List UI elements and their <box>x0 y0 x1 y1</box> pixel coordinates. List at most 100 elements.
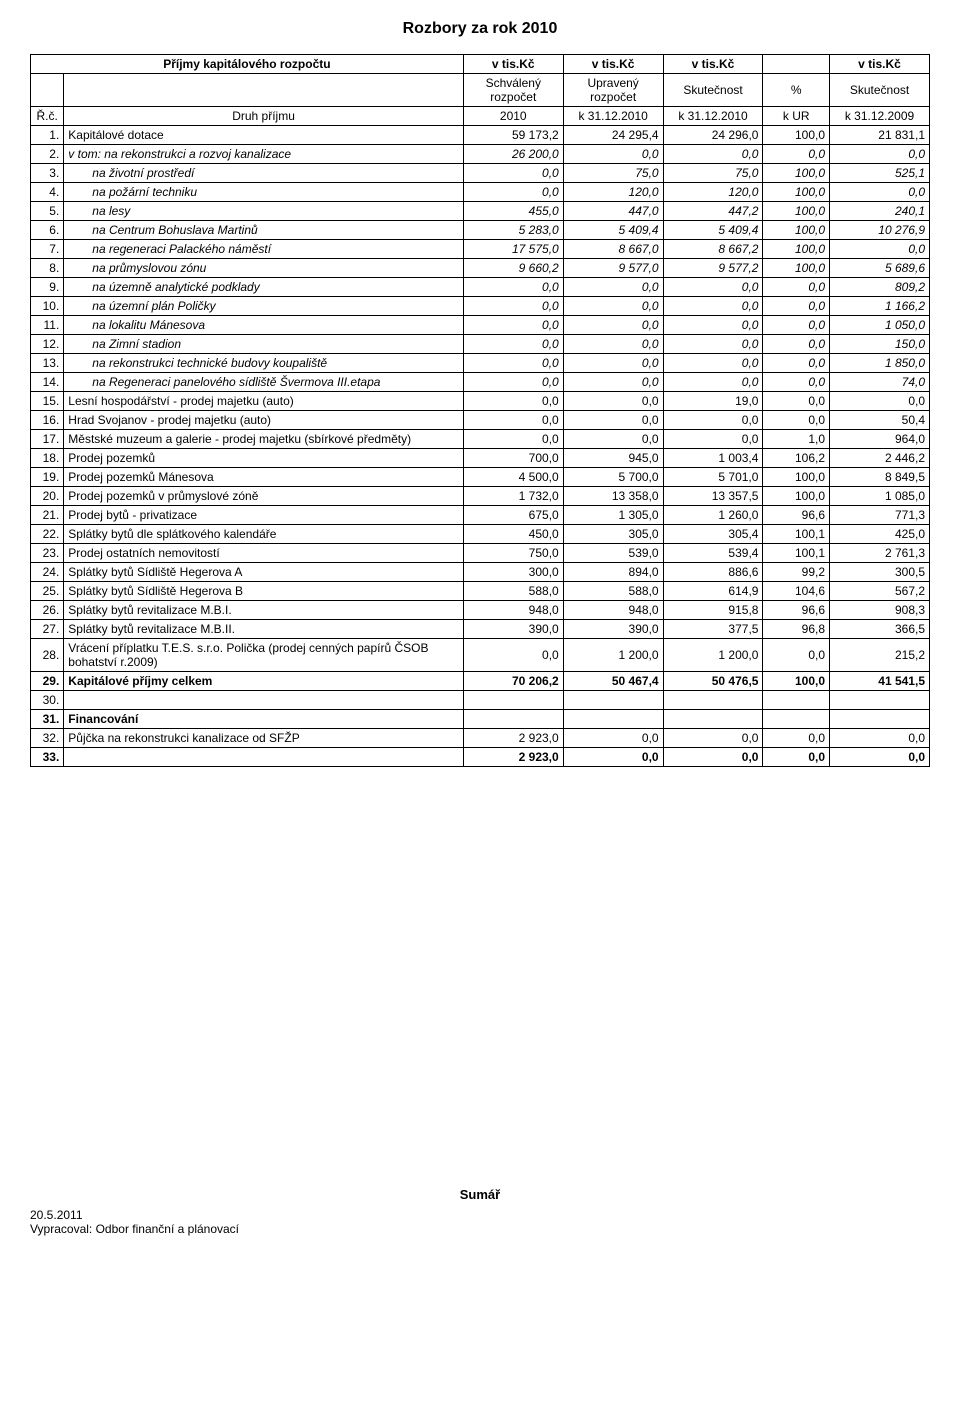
row-value: 0,0 <box>663 729 763 748</box>
table-row: 3.na životní prostředí0,075,075,0100,052… <box>31 164 930 183</box>
row-value: 2 446,2 <box>830 449 930 468</box>
header-sub-c5: Skutečnost <box>830 74 930 107</box>
row-number: 32. <box>31 729 64 748</box>
row-value: 0,0 <box>663 145 763 164</box>
footer-author: Vypracoval: Odbor finanční a plánovací <box>30 1222 930 1236</box>
table-row: 25.Splátky bytů Sídliště Hegerova B588,0… <box>31 582 930 601</box>
row-value: 675,0 <box>463 506 563 525</box>
row-value: 0,0 <box>463 335 563 354</box>
row-value: 50,4 <box>830 411 930 430</box>
row-value: 0,0 <box>563 430 663 449</box>
table-row: 32.Půjčka na rekonstrukci kanalizace od … <box>31 729 930 748</box>
row-value: 425,0 <box>830 525 930 544</box>
row-value: 0,0 <box>663 354 763 373</box>
header-c3: v tis.Kč <box>663 55 763 74</box>
row-number: 1. <box>31 126 64 145</box>
row-value: 0,0 <box>563 278 663 297</box>
row-value: 750,0 <box>463 544 563 563</box>
row-value: 120,0 <box>563 183 663 202</box>
row-value <box>563 691 663 710</box>
row-value: 1 200,0 <box>563 639 663 672</box>
row-label: na územní plán Poličky <box>64 297 464 316</box>
footer-sumar: Sumář <box>30 1187 930 1202</box>
row-value: 0,0 <box>763 335 830 354</box>
row-value: 100,1 <box>763 525 830 544</box>
row-value: 0,0 <box>463 411 563 430</box>
row-value: 908,3 <box>830 601 930 620</box>
row-number: 4. <box>31 183 64 202</box>
row-label: Hrad Svojanov - prodej majetku (auto) <box>64 411 464 430</box>
row-value: 26 200,0 <box>463 145 563 164</box>
row-value: 106,2 <box>763 449 830 468</box>
table-row: 14.na Regeneraci panelového sídliště Šve… <box>31 373 930 392</box>
row-number: 14. <box>31 373 64 392</box>
row-value <box>830 691 930 710</box>
row-value: 0,0 <box>463 183 563 202</box>
row-number: 23. <box>31 544 64 563</box>
row-label: na územně analytické podklady <box>64 278 464 297</box>
row-value: 100,0 <box>763 487 830 506</box>
row-value: 2 761,3 <box>830 544 930 563</box>
row-value: 9 660,2 <box>463 259 563 278</box>
table-row: 23.Prodej ostatních nemovitostí750,0539,… <box>31 544 930 563</box>
row-value: 447,2 <box>663 202 763 221</box>
row-value: 17 575,0 <box>463 240 563 259</box>
row-number: 28. <box>31 639 64 672</box>
row-label: Prodej bytů - privatizace <box>64 506 464 525</box>
row-value: 450,0 <box>463 525 563 544</box>
row-value: 1 166,2 <box>830 297 930 316</box>
row-value: 0,0 <box>663 278 763 297</box>
row-value: 100,0 <box>763 126 830 145</box>
row-value: 0,0 <box>463 297 563 316</box>
row-value: 8 849,5 <box>830 468 930 487</box>
row-value: 0,0 <box>663 373 763 392</box>
row-number: 6. <box>31 221 64 240</box>
row-value: 5 689,6 <box>830 259 930 278</box>
table-row: 29.Kapitálové příjmy celkem70 206,250 46… <box>31 672 930 691</box>
row-value: 0,0 <box>563 354 663 373</box>
row-value: 809,2 <box>830 278 930 297</box>
row-value: 1 085,0 <box>830 487 930 506</box>
table-row: 24.Splátky bytů Sídliště Hegerova A300,0… <box>31 563 930 582</box>
header-year-c4: k UR <box>763 107 830 126</box>
row-label: na lokalitu Mánesova <box>64 316 464 335</box>
row-value <box>663 710 763 729</box>
row-value: 0,0 <box>663 335 763 354</box>
row-value: 0,0 <box>563 373 663 392</box>
row-value: 0,0 <box>663 411 763 430</box>
row-value: 539,0 <box>563 544 663 563</box>
row-value: 104,6 <box>763 582 830 601</box>
row-label: na požární techniku <box>64 183 464 202</box>
row-value: 10 276,9 <box>830 221 930 240</box>
row-value: 100,0 <box>763 221 830 240</box>
row-value: 886,6 <box>663 563 763 582</box>
row-label: Splátky bytů Sídliště Hegerova A <box>64 563 464 582</box>
header-year-c3: k 31.12.2010 <box>663 107 763 126</box>
row-label: na Centrum Bohuslava Martinů <box>64 221 464 240</box>
header-sub-c1: Schválený rozpočet <box>463 74 563 107</box>
row-value: 5 283,0 <box>463 221 563 240</box>
table-row: 20.Prodej pozemků v průmyslové zóně1 732… <box>31 487 930 506</box>
table-row: 9.na územně analytické podklady0,00,00,0… <box>31 278 930 297</box>
row-number: 22. <box>31 525 64 544</box>
row-value: 567,2 <box>830 582 930 601</box>
table-row: 18.Prodej pozemků700,0945,01 003,4106,22… <box>31 449 930 468</box>
table-row: 16.Hrad Svojanov - prodej majetku (auto)… <box>31 411 930 430</box>
row-value: 96,8 <box>763 620 830 639</box>
row-number: 10. <box>31 297 64 316</box>
row-value: 9 577,0 <box>563 259 663 278</box>
row-label: na životní prostředí <box>64 164 464 183</box>
row-value: 0,0 <box>830 392 930 411</box>
row-value: 948,0 <box>463 601 563 620</box>
row-value: 525,1 <box>830 164 930 183</box>
header-row-3: Ř.č. Druh příjmu 2010 k 31.12.2010 k 31.… <box>31 107 930 126</box>
row-value: 100,0 <box>763 164 830 183</box>
row-number: 2. <box>31 145 64 164</box>
row-value: 0,0 <box>463 392 563 411</box>
row-label: Kapitálové dotace <box>64 126 464 145</box>
row-value: 0,0 <box>563 335 663 354</box>
row-value: 240,1 <box>830 202 930 221</box>
row-label: Splátky bytů revitalizace M.B.II. <box>64 620 464 639</box>
header-title: Příjmy kapitálového rozpočtu <box>31 55 464 74</box>
row-number: 31. <box>31 710 64 729</box>
